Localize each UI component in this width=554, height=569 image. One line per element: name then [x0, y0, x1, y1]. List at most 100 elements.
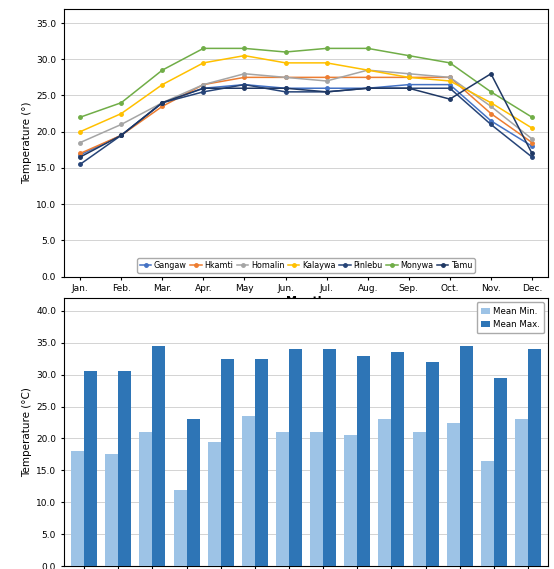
- Pinlebu: [529, 154, 535, 160]
- Hkamti: [365, 74, 371, 81]
- Kalaywa: [529, 125, 535, 131]
- Bar: [152, 346, 166, 566]
- Kalaywa: [77, 128, 84, 135]
- Hkamti: [241, 74, 248, 81]
- Monywa: [241, 45, 248, 52]
- Homalin: [406, 71, 412, 77]
- Bar: [345, 435, 357, 566]
- Tamu: [118, 132, 125, 139]
- Tamu: [447, 96, 453, 102]
- Hkamti: [324, 74, 330, 81]
- Pinlebu: [324, 88, 330, 95]
- Bar: [425, 362, 439, 566]
- Homalin: [324, 77, 330, 84]
- Tamu: [241, 85, 248, 92]
- Hkamti: [406, 74, 412, 81]
- Kalaywa: [200, 60, 207, 67]
- Hkamti: [200, 81, 207, 88]
- Monywa: [365, 45, 371, 52]
- Kalaywa: [159, 81, 166, 88]
- Bar: [413, 432, 425, 566]
- Gangaw: [241, 81, 248, 88]
- Bar: [140, 432, 152, 566]
- Line: Tamu: Tamu: [79, 72, 534, 159]
- Kalaywa: [365, 67, 371, 73]
- Homalin: [241, 71, 248, 77]
- Tamu: [324, 88, 330, 95]
- X-axis label: Month: Month: [286, 296, 326, 306]
- Homalin: [365, 67, 371, 73]
- Line: Monywa: Monywa: [79, 47, 534, 119]
- Tamu: [282, 85, 289, 92]
- Pinlebu: [118, 132, 125, 139]
- Monywa: [200, 45, 207, 52]
- Legend: Mean Min., Mean Max.: Mean Min., Mean Max.: [476, 302, 544, 333]
- Gangaw: [159, 100, 166, 106]
- Bar: [392, 352, 404, 566]
- Bar: [378, 419, 392, 566]
- Kalaywa: [406, 74, 412, 81]
- Hkamti: [118, 132, 125, 139]
- Monywa: [406, 52, 412, 59]
- Bar: [494, 378, 507, 566]
- Hkamti: [529, 139, 535, 146]
- Legend: Gangaw, Hkamti, Homalin, Kalaywa, Pinlebu, Monywa, Tamu: Gangaw, Hkamti, Homalin, Kalaywa, Pinleb…: [137, 258, 475, 273]
- Homalin: [159, 100, 166, 106]
- Tamu: [529, 150, 535, 157]
- Pinlebu: [282, 88, 289, 95]
- Hkamti: [77, 150, 84, 157]
- Bar: [119, 372, 131, 566]
- Kalaywa: [241, 52, 248, 59]
- Kalaywa: [282, 60, 289, 67]
- Monywa: [488, 88, 494, 95]
- Bar: [528, 349, 541, 566]
- Monywa: [118, 100, 125, 106]
- Gangaw: [200, 85, 207, 92]
- Kalaywa: [118, 110, 125, 117]
- Pinlebu: [365, 85, 371, 92]
- Gangaw: [447, 81, 453, 88]
- Y-axis label: Temperature (°): Temperature (°): [22, 101, 32, 184]
- Tamu: [365, 85, 371, 92]
- Bar: [255, 358, 268, 566]
- Gangaw: [77, 151, 84, 158]
- Pinlebu: [447, 85, 453, 92]
- Monywa: [159, 67, 166, 73]
- Homalin: [282, 74, 289, 81]
- Homalin: [529, 135, 535, 142]
- Hkamti: [282, 74, 289, 81]
- Kalaywa: [488, 100, 494, 106]
- Bar: [208, 442, 220, 566]
- Hkamti: [488, 110, 494, 117]
- Hkamti: [159, 103, 166, 110]
- Homalin: [118, 121, 125, 128]
- Monywa: [324, 45, 330, 52]
- Tamu: [77, 154, 84, 160]
- Monywa: [77, 114, 84, 121]
- Kalaywa: [447, 77, 453, 84]
- Bar: [105, 455, 119, 566]
- Gangaw: [324, 85, 330, 92]
- Gangaw: [365, 85, 371, 92]
- Pinlebu: [159, 100, 166, 106]
- Tamu: [488, 71, 494, 77]
- Bar: [173, 489, 187, 566]
- Bar: [276, 432, 289, 566]
- Bar: [84, 372, 97, 566]
- Tamu: [159, 100, 166, 106]
- Bar: [71, 451, 84, 566]
- Line: Gangaw: Gangaw: [79, 83, 534, 156]
- Pinlebu: [488, 121, 494, 128]
- Homalin: [77, 139, 84, 146]
- Bar: [323, 349, 336, 566]
- Monywa: [447, 60, 453, 67]
- Pinlebu: [241, 81, 248, 88]
- Bar: [187, 419, 199, 566]
- Bar: [357, 356, 370, 566]
- Bar: [242, 416, 255, 566]
- Monywa: [282, 48, 289, 55]
- Bar: [481, 461, 494, 566]
- Homalin: [447, 74, 453, 81]
- Kalaywa: [324, 60, 330, 67]
- Line: Pinlebu: Pinlebu: [79, 83, 534, 166]
